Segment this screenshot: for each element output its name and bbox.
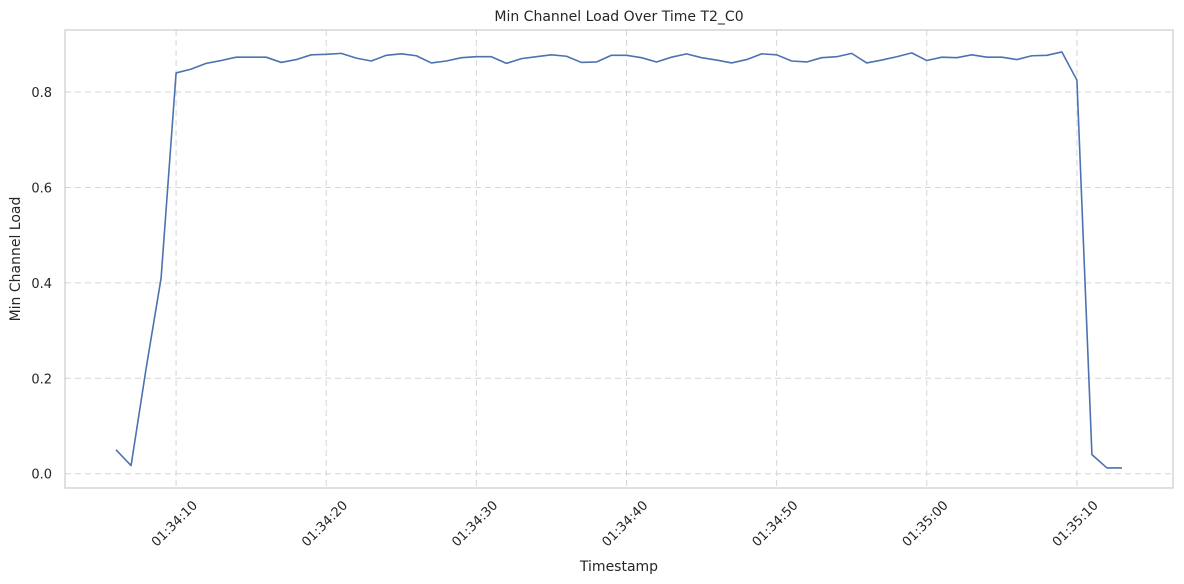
x-tick-label: 01:34:20: [299, 498, 351, 550]
tick-layer: 0.0 0.2 0.4 0.6 0.8 01:34:10 01:34:20 01:34:30 0…: [31, 86, 1101, 550]
y-tick-label: 0.8: [31, 86, 52, 101]
x-tick-label: 01:34:50: [750, 498, 802, 550]
y-tick-label: 0.2: [31, 372, 52, 387]
y-axis-label: Min Channel Load: [8, 197, 24, 322]
y-tick-label: 0.4: [31, 277, 52, 292]
chart-title: Min Channel Load Over Time T2_C0: [494, 9, 743, 25]
grid-layer: [65, 30, 1173, 488]
x-tick-label: 01:35:10: [1050, 498, 1102, 550]
y-tick-label: 0.6: [31, 181, 52, 196]
plot-frame: [64, 29, 1174, 489]
x-tick-label: 01:34:30: [449, 498, 501, 550]
x-tick-label: 01:34:10: [149, 498, 201, 550]
x-axis-label: Timestamp: [579, 559, 658, 575]
y-tick-label: 0.0: [31, 468, 52, 483]
x-tick-label: 01:34:40: [599, 498, 651, 550]
series-layer: [115, 51, 1122, 469]
x-tick-label: 01:35:00: [900, 498, 952, 550]
series-line: [115, 51, 1122, 469]
